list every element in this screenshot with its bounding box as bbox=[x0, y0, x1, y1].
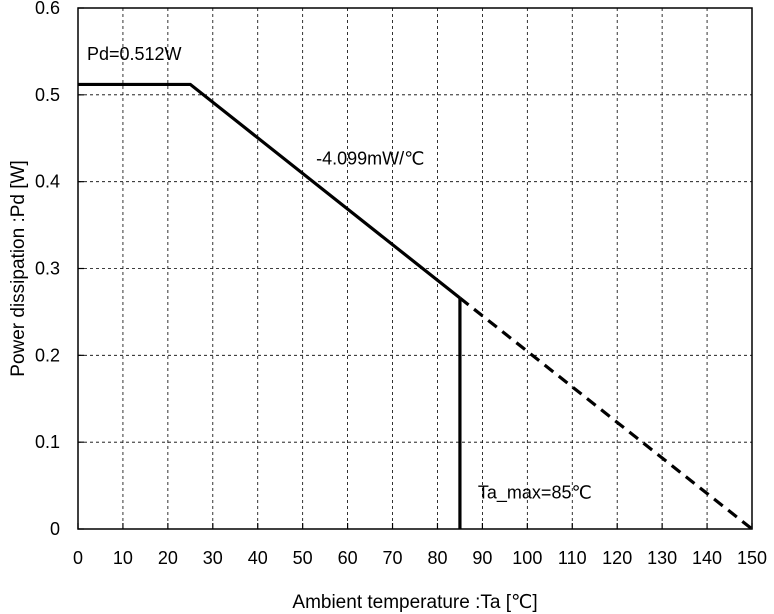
x-tick-label: 140 bbox=[692, 548, 722, 568]
annotations: Pd=0.512W -4.099mW/℃ Ta_max=85℃ bbox=[87, 44, 592, 504]
grid-lines bbox=[78, 8, 752, 529]
y-tick-label: 0.3 bbox=[35, 259, 60, 279]
y-tick-label: 0.6 bbox=[35, 0, 60, 18]
y-tick-label: 0.2 bbox=[35, 345, 60, 365]
y-tick-label: 0.1 bbox=[35, 432, 60, 452]
x-tick-label: 120 bbox=[602, 548, 632, 568]
series-lines bbox=[78, 82, 753, 531]
x-tick-label: 70 bbox=[383, 548, 403, 568]
x-axis-ticks: 0 10 20 30 40 50 60 70 80 90 100 110 120 130 140 150 bbox=[73, 523, 767, 568]
x-tick-label: 60 bbox=[338, 548, 358, 568]
x-tick-label: 90 bbox=[472, 548, 492, 568]
x-tick-label: 110 bbox=[558, 548, 587, 568]
x-tick-label: 30 bbox=[203, 548, 223, 568]
annotation-label: -4.099mW/℃ bbox=[316, 148, 424, 168]
x-tick-label: 150 bbox=[737, 548, 767, 568]
y-tick-label: 0.5 bbox=[35, 85, 60, 105]
series-line bbox=[458, 296, 753, 531]
series-line bbox=[78, 82, 461, 300]
x-tick-label: 10 bbox=[113, 548, 133, 568]
x-tick-label: 100 bbox=[512, 548, 542, 568]
annotation-label: Pd=0.512W bbox=[87, 44, 182, 64]
y-axis-ticks: 0 0.1 0.2 0.3 0.4 0.5 0.6 bbox=[35, 0, 84, 539]
y-axis-label: Power dissipation :Pd [W] bbox=[8, 160, 29, 376]
y-tick-label: 0 bbox=[50, 519, 60, 539]
x-tick-label: 80 bbox=[427, 548, 447, 568]
y-tick-label: 0.4 bbox=[35, 172, 60, 192]
x-tick-label: 20 bbox=[158, 548, 178, 568]
x-tick-label: 40 bbox=[248, 548, 268, 568]
annotation-label: Ta_max=85℃ bbox=[478, 483, 592, 504]
x-tick-label: 130 bbox=[647, 548, 677, 568]
x-tick-label: 50 bbox=[293, 548, 313, 568]
x-tick-label: 0 bbox=[73, 548, 83, 568]
x-axis-label: Ambient temperature :Ta [℃] bbox=[292, 592, 537, 613]
